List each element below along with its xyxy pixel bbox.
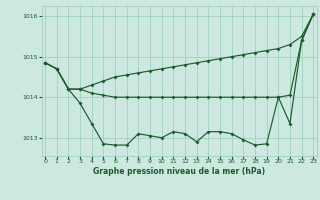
X-axis label: Graphe pression niveau de la mer (hPa): Graphe pression niveau de la mer (hPa) [93, 167, 265, 176]
